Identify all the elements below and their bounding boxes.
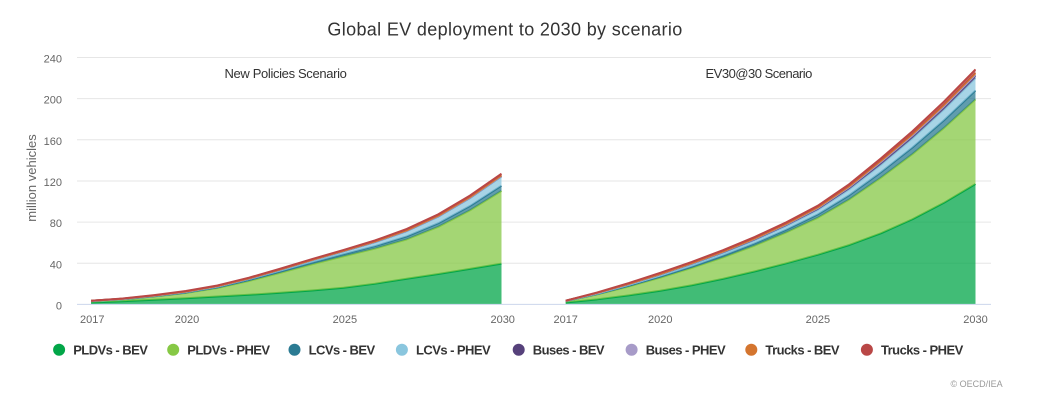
- svg-text:Global EV deployment to 2030 b: Global EV deployment to 2030 by scenario: [327, 20, 682, 40]
- svg-text:2030: 2030: [963, 314, 987, 326]
- svg-text:200: 200: [44, 95, 62, 107]
- svg-text:80: 80: [50, 218, 62, 230]
- svg-text:2020: 2020: [648, 314, 672, 326]
- svg-text:Trucks - PHEV: Trucks - PHEV: [881, 343, 964, 358]
- svg-text:2017: 2017: [80, 314, 104, 326]
- svg-text:0: 0: [56, 300, 62, 312]
- svg-text:2025: 2025: [333, 314, 357, 326]
- svg-text:EV30@30 Scenario: EV30@30 Scenario: [706, 66, 813, 81]
- svg-text:120: 120: [44, 177, 62, 189]
- svg-text:2025: 2025: [806, 314, 830, 326]
- svg-text:Buses - PHEV: Buses - PHEV: [646, 343, 726, 358]
- svg-text:New Policies Scenario: New Policies Scenario: [225, 66, 347, 81]
- svg-text:million vehicles: million vehicles: [24, 134, 39, 222]
- svg-text:© OECD/IEA: © OECD/IEA: [951, 379, 1003, 389]
- svg-text:2020: 2020: [175, 314, 199, 326]
- svg-text:PLDVs - BEV: PLDVs - BEV: [73, 343, 148, 358]
- svg-text:LCVs - PHEV: LCVs - PHEV: [416, 343, 491, 358]
- svg-text:Trucks - BEV: Trucks - BEV: [765, 343, 839, 358]
- svg-text:PLDVs - PHEV: PLDVs - PHEV: [187, 343, 270, 358]
- svg-text:40: 40: [50, 259, 62, 271]
- svg-text:160: 160: [44, 136, 62, 148]
- svg-text:LCVs - BEV: LCVs - BEV: [309, 343, 376, 358]
- svg-text:240: 240: [44, 54, 62, 66]
- svg-text:Buses - BEV: Buses - BEV: [533, 343, 605, 358]
- svg-text:2017: 2017: [553, 314, 577, 326]
- svg-text:2030: 2030: [490, 314, 514, 326]
